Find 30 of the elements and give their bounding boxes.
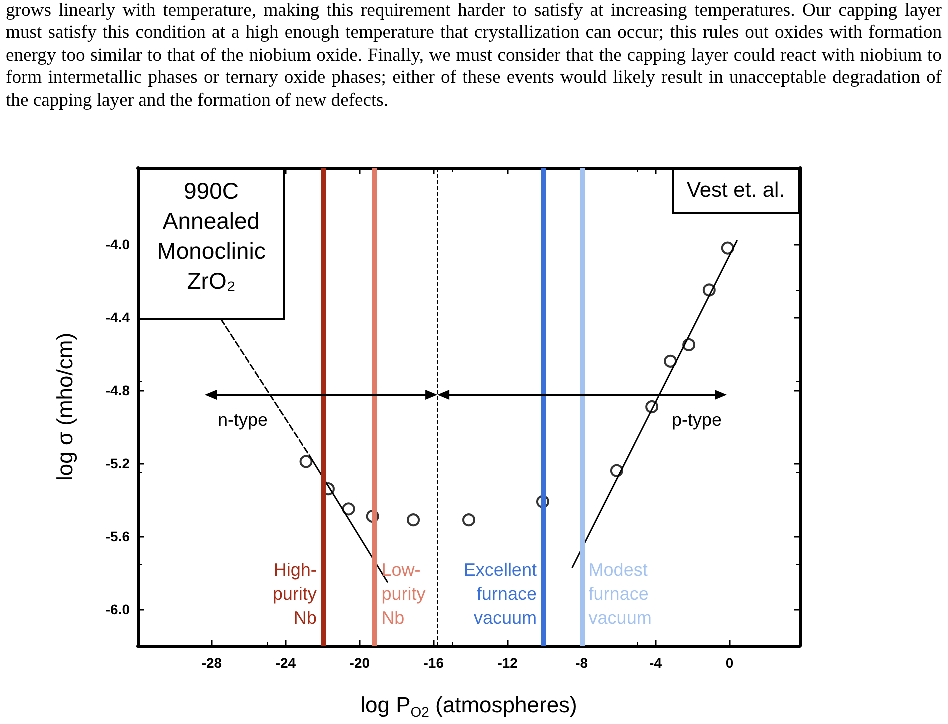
point — [407, 514, 420, 527]
point — [664, 354, 678, 368]
ref-line-label: High-purity Nb — [272, 559, 317, 630]
y-axis-title: log σ (mho/cm) — [52, 332, 78, 482]
ref-line-label: Modest furnace vacuum — [588, 559, 652, 630]
x-tick-label: 0 — [726, 655, 734, 671]
annotation: 990C Annealed Monoclinic ZrO₂ — [138, 168, 285, 320]
x-tick-label: -8 — [576, 655, 588, 671]
y-tick-label: -4.8 — [106, 382, 130, 399]
x-tick-label: -12 — [498, 655, 518, 671]
point — [342, 502, 356, 516]
ref-line-label: Excellent furnace vacuum — [464, 559, 537, 630]
text: grows linearly with temperature, making this requirement harder to satisfy at increasing temperatures. Our capping layer must satisfy this condition at a high enough temperature that crystallization can occur; this rules out oxides with formation energy too similar to that of the niobium oxide. Finally, we must consider that the capping layer could react with niobium to form intermetallic phases or ternary oxide phases; either of these events would likely result in unacceptable degradation of the capping layer and the formation of new defects. — [6, 0, 942, 112]
x-tick-label: -16 — [424, 655, 444, 671]
point — [462, 514, 476, 527]
y-tick-label: -5.2 — [106, 456, 130, 472]
annotation: Vest et. al. — [672, 168, 800, 214]
y-tick-label: -5.6 — [106, 528, 130, 545]
y-tick-label: -4.4 — [106, 310, 130, 326]
x-tick-label: -4 — [650, 655, 662, 671]
x-tick-label: -28 — [202, 655, 222, 671]
ref-line-label: Low-purity Nb — [382, 559, 426, 630]
point — [300, 455, 313, 468]
annotation: p-type — [672, 409, 722, 432]
x-tick-label: -24 — [276, 655, 296, 671]
x-tick-label: -20 — [350, 655, 370, 671]
annotation: n-type — [218, 409, 268, 432]
point — [721, 242, 734, 255]
y-tick-label: -4.0 — [106, 236, 130, 253]
y-tick-label: -6.0 — [106, 602, 130, 618]
